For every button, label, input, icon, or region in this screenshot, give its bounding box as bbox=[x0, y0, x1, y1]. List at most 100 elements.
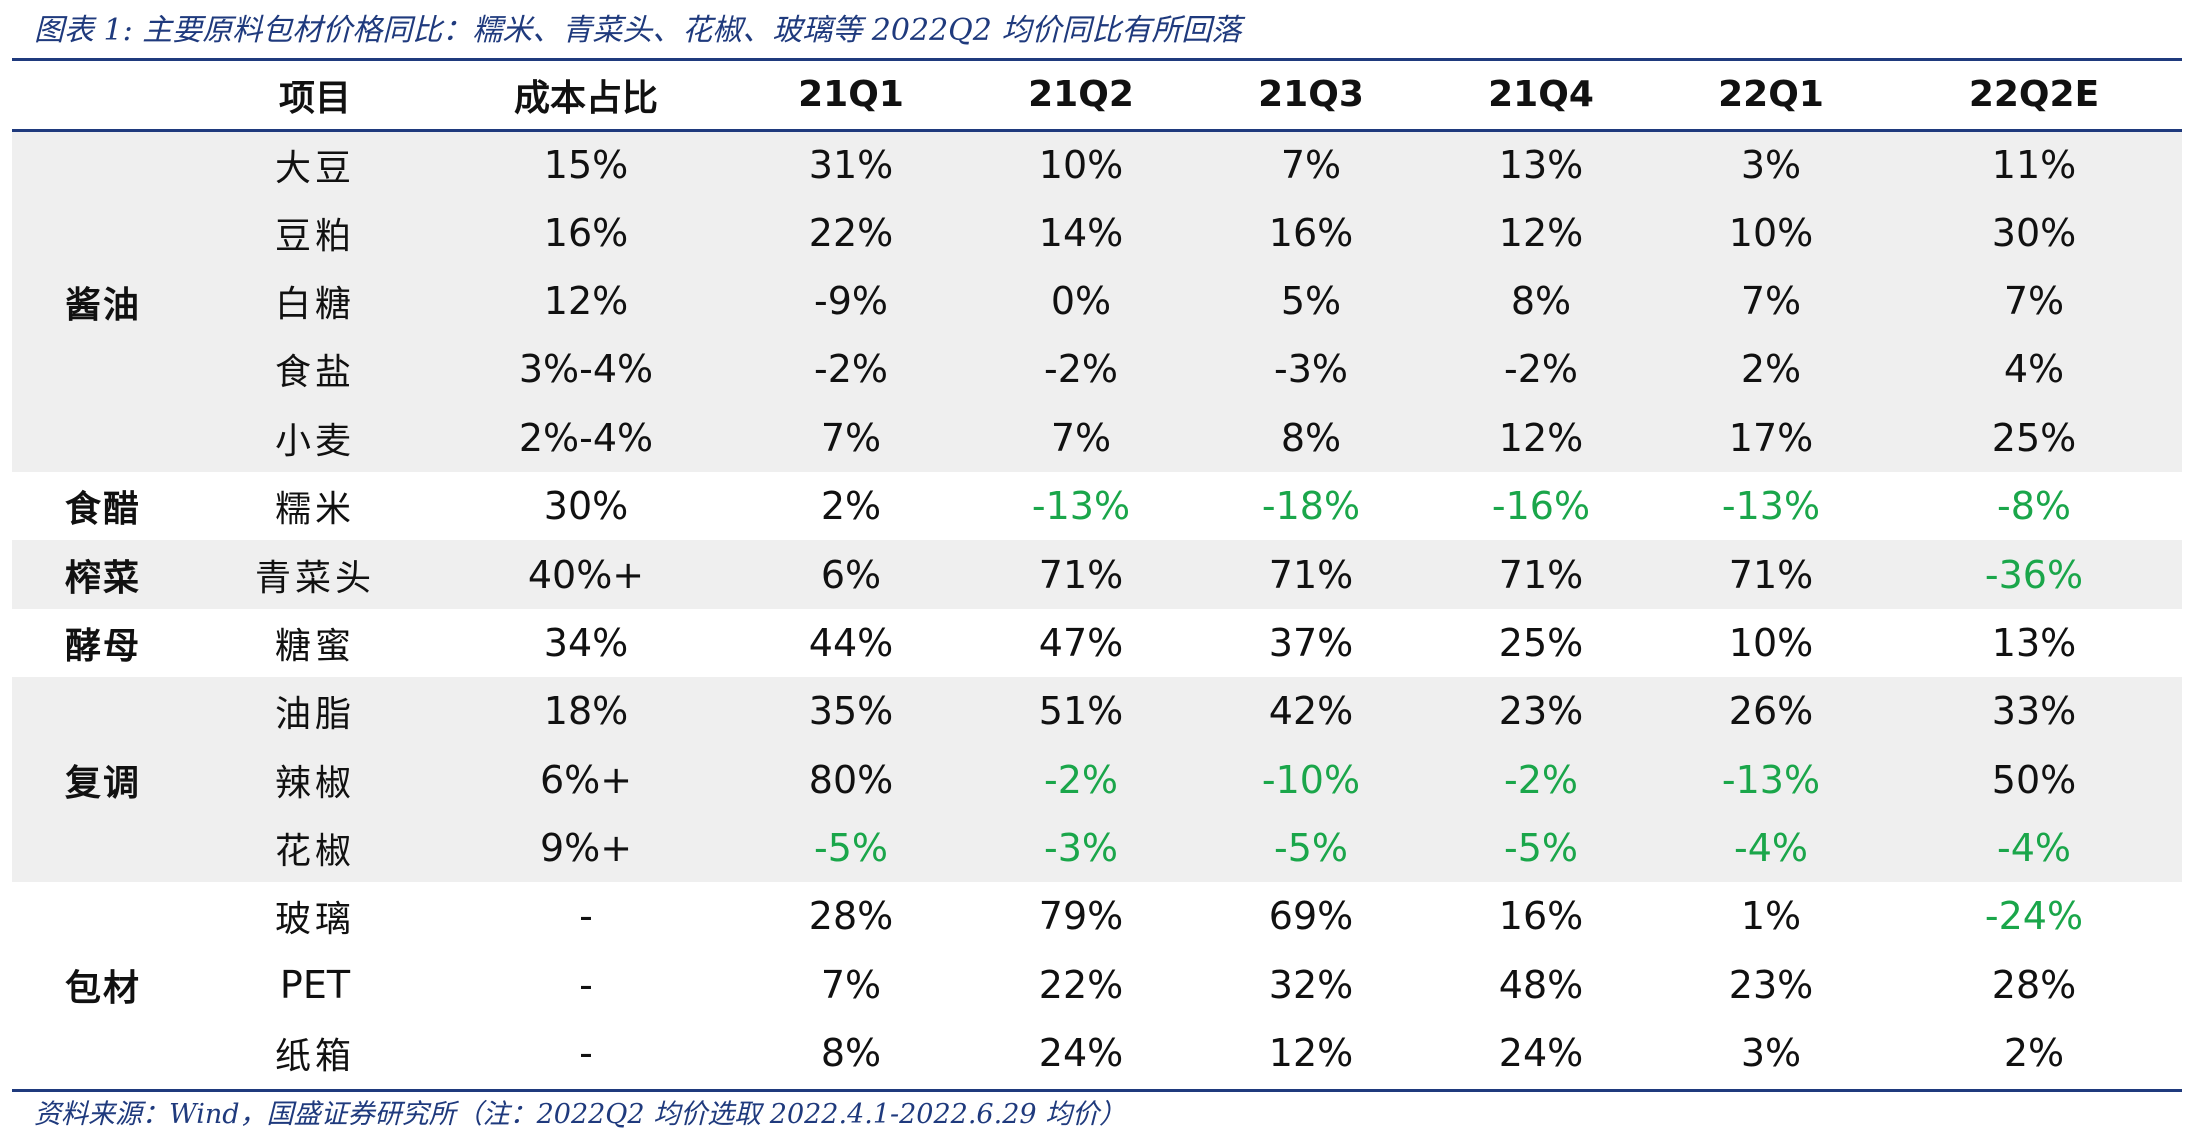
value-cell-21q1: 35% bbox=[736, 677, 966, 746]
category-cell: 榨菜 bbox=[12, 540, 194, 609]
table-row: 小麦 2%-4% 7% 7% 8% 12% 17% 25% bbox=[12, 403, 2182, 472]
value-cell-21q4: 24% bbox=[1498, 1031, 1584, 1076]
cost-share-cell: 12% bbox=[436, 266, 736, 336]
value-cell-21q4: 25% bbox=[1498, 620, 1584, 665]
value-cell-22q1: -13% bbox=[1656, 745, 1886, 814]
value-cell-21q2: 0% bbox=[966, 266, 1196, 336]
header-21q3: 21Q3 bbox=[1196, 61, 1426, 132]
value-cell-21q1: -2% bbox=[736, 335, 966, 404]
item-cell: 豆粕 bbox=[194, 198, 436, 267]
item-cell: 食盐 bbox=[194, 335, 436, 404]
table-row: 白糖 12% -9% 0% 5% 8% 7% 7% bbox=[12, 266, 2182, 336]
value-cell-21q4: 8% bbox=[1426, 266, 1656, 336]
cost-share-cell: 15% bbox=[436, 130, 736, 199]
value-cell-21q1: 7% bbox=[820, 962, 882, 1007]
value-cell-22q2e: 4% bbox=[1886, 335, 2182, 404]
value-cell-21q3: -18% bbox=[1261, 484, 1361, 529]
header-22q2e: 22Q2E bbox=[1886, 61, 2182, 132]
value-cell-21q2: -2% bbox=[966, 745, 1196, 814]
table-row: 包材 玻璃 - 28% 79% 69% 16% 1% -24% bbox=[12, 882, 2182, 1008]
value-cell-21q3: 5% bbox=[1196, 266, 1426, 336]
value-cell-22q1: 3% bbox=[1740, 1031, 1802, 1076]
item-cell: 玻璃 bbox=[274, 899, 355, 941]
table-row: 酵母 糖蜜 34% 44% 47% 37% 25% 10% 13% bbox=[12, 609, 2182, 677]
cost-share-cell: 40%+ bbox=[436, 540, 736, 609]
value-cell-22q1: 10% bbox=[1656, 198, 1886, 267]
value-cell-21q2: 7% bbox=[966, 403, 1196, 472]
value-cell-21q4: 12% bbox=[1426, 403, 1656, 472]
value-cell-21q3: 69% bbox=[1268, 894, 1354, 939]
value-cell-21q2: 10% bbox=[966, 130, 1196, 199]
value-cell-21q4: -2% bbox=[1426, 745, 1656, 814]
category-cell: 包材 bbox=[64, 966, 141, 1009]
value-cell-21q1: 6% bbox=[736, 540, 966, 609]
table-row: 食盐 3%-4% -2% -2% -3% -2% 2% 4% bbox=[12, 335, 2182, 404]
value-cell-21q4: 12% bbox=[1426, 198, 1656, 267]
value-cell-22q1: 3% bbox=[1656, 130, 1886, 199]
item-cell: 糯米 bbox=[274, 489, 355, 531]
cost-share-cell: 2%-4% bbox=[436, 403, 736, 472]
header-item: 项目 bbox=[194, 61, 436, 132]
item-cell: 花椒 bbox=[194, 813, 436, 883]
value-cell-22q1: 17% bbox=[1656, 403, 1886, 472]
value-cell-21q3: -10% bbox=[1196, 745, 1426, 814]
header-21q1: 21Q1 bbox=[736, 61, 966, 132]
item-cell: 糖蜜 bbox=[274, 625, 355, 667]
value-cell-21q2: 14% bbox=[966, 198, 1196, 267]
value-cell-21q4: 23% bbox=[1426, 677, 1656, 746]
header-22q1: 22Q1 bbox=[1656, 61, 1886, 132]
value-cell-21q1: -5% bbox=[736, 813, 966, 883]
value-cell-21q3: 7% bbox=[1196, 130, 1426, 199]
value-cell-22q2e: 30% bbox=[1886, 198, 2182, 267]
category-cell: 酱油 bbox=[12, 130, 194, 472]
cost-share-cell: 6%+ bbox=[436, 745, 736, 814]
value-cell-21q1: 2% bbox=[820, 484, 882, 529]
value-cell-21q3: -5% bbox=[1196, 813, 1426, 883]
value-cell-22q2e: 33% bbox=[1886, 677, 2182, 746]
cost-share-cell: - bbox=[579, 962, 593, 1007]
figure-caption: 图表 1: 主要原料包材价格同比：糯米、青菜头、花椒、玻璃等 2022Q2 均价… bbox=[34, 13, 1242, 48]
value-cell-22q1: 2% bbox=[1656, 335, 1886, 404]
value-cell-21q3: 12% bbox=[1268, 1031, 1354, 1076]
value-cell-21q3: 37% bbox=[1268, 620, 1354, 665]
table-row: 复调 油脂 18% 35% 51% 42% 23% 26% 33% bbox=[12, 677, 2182, 883]
value-cell-22q1: 1% bbox=[1740, 894, 1802, 939]
value-cell-22q2e: 13% bbox=[1991, 620, 2077, 665]
value-cell-22q1: -4% bbox=[1656, 813, 1886, 883]
value-cell-21q1: 22% bbox=[736, 198, 966, 267]
table-row: 食醋 糯米 30% 2% -13% -18% -16% -13% -8% bbox=[12, 472, 2182, 540]
header-21q2: 21Q2 bbox=[966, 61, 1196, 132]
value-cell-21q4: -5% bbox=[1426, 813, 1656, 883]
header-21q4: 21Q4 bbox=[1426, 61, 1656, 132]
bottom-rule bbox=[12, 1089, 2182, 1092]
category-cell: 复调 bbox=[12, 677, 194, 883]
value-cell-22q1: -13% bbox=[1721, 484, 1821, 529]
value-cell-22q1: 23% bbox=[1728, 962, 1814, 1007]
header-cost-share: 成本占比 bbox=[436, 61, 736, 132]
table-row: 酱油 大豆 15% 31% 10% 7% 13% 3% 11% bbox=[12, 130, 2182, 472]
value-cell-21q2: -3% bbox=[966, 813, 1196, 883]
value-cell-21q4: -16% bbox=[1491, 484, 1591, 529]
value-cell-21q3: 32% bbox=[1268, 962, 1354, 1007]
value-cell-21q2: 79% bbox=[1038, 894, 1124, 939]
table-row: 花椒 9%+ -5% -3% -5% -5% -4% -4% bbox=[12, 813, 2182, 883]
item-cell: 辣椒 bbox=[194, 745, 436, 814]
value-cell-21q3: -3% bbox=[1196, 335, 1426, 404]
cost-share-cell: 18% bbox=[436, 677, 736, 746]
value-cell-21q2: -2% bbox=[966, 335, 1196, 404]
item-cell: 油脂 bbox=[194, 677, 436, 746]
value-cell-21q1: 80% bbox=[736, 745, 966, 814]
item-cell: PET bbox=[279, 962, 351, 1007]
value-cell-21q2: 71% bbox=[966, 540, 1196, 609]
value-cell-22q2e: 7% bbox=[1886, 266, 2182, 336]
category-cell: 酵母 bbox=[64, 624, 141, 667]
value-cell-22q2e: 28% bbox=[1991, 962, 2077, 1007]
price-yoy-table: 项目 成本占比 21Q1 21Q2 21Q3 21Q4 22Q1 22Q2E 酱… bbox=[12, 61, 2182, 1087]
cost-share-cell: 34% bbox=[543, 620, 629, 665]
value-cell-21q2: 51% bbox=[966, 677, 1196, 746]
cost-share-cell: - bbox=[579, 1031, 593, 1076]
value-cell-21q1: 7% bbox=[736, 403, 966, 472]
value-cell-21q3: 8% bbox=[1196, 403, 1426, 472]
value-cell-21q1: 8% bbox=[820, 1031, 882, 1076]
value-cell-22q2e: 11% bbox=[1886, 130, 2182, 199]
